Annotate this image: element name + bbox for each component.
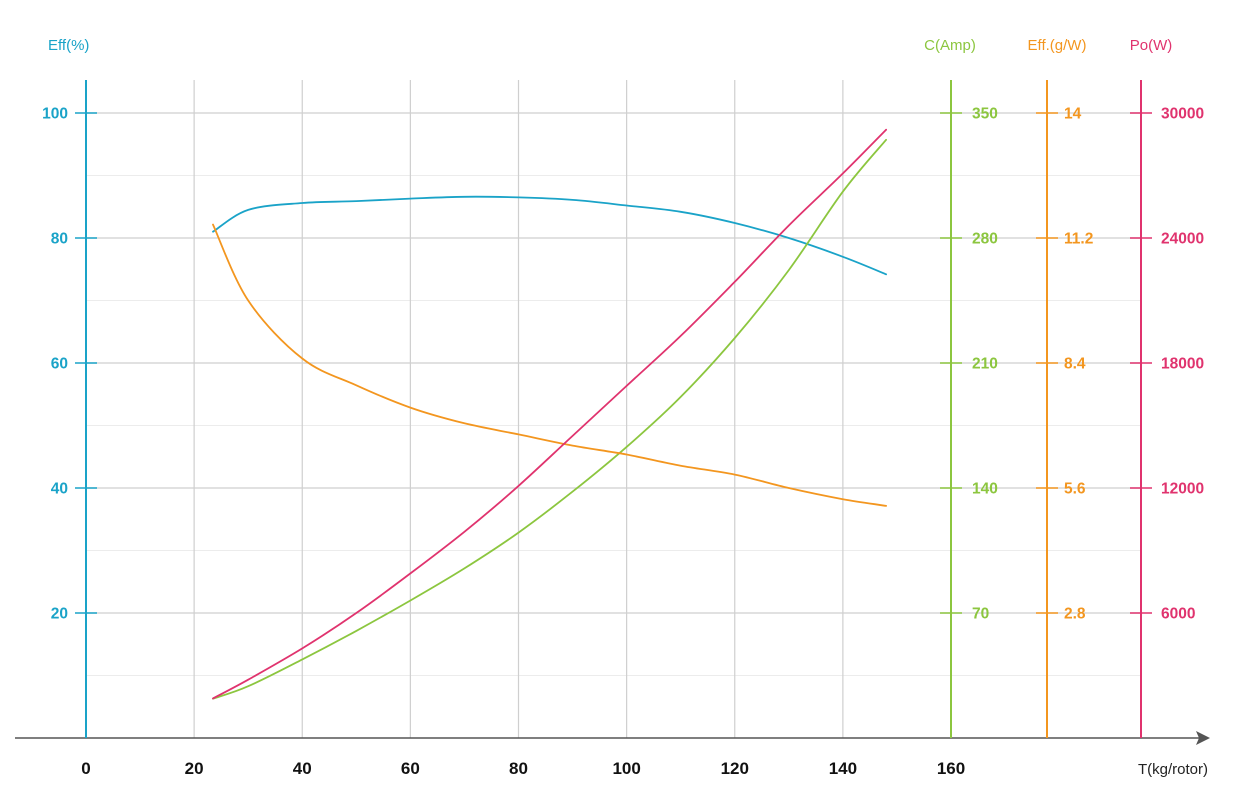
- x-tick-label: 120: [721, 759, 749, 778]
- geff-tick-label: 11.2: [1064, 231, 1093, 248]
- data-series: [212, 128, 887, 700]
- x-tick-label: 0: [81, 759, 90, 778]
- axis-titles: T(kg/rotor) Eff(%) C(Amp) Eff.(g/W) Po(W): [48, 37, 1208, 778]
- current-axis-title: C(Amp): [924, 37, 976, 54]
- eff-series-line: [212, 195, 887, 276]
- x-axis-arrow: [1196, 731, 1210, 745]
- geff-axis-title: Eff.(g/W): [1028, 37, 1087, 54]
- power-series-line: [212, 128, 887, 700]
- x-axis-title: T(kg/rotor): [1138, 761, 1208, 778]
- x-tick-label: 100: [612, 759, 640, 778]
- power-tick-label: 12000: [1161, 481, 1204, 498]
- eff-tick-label: 20: [51, 606, 68, 623]
- power-tick-label: 18000: [1161, 356, 1204, 373]
- eff-tick-label: 40: [51, 481, 68, 498]
- eff-tick-label: 80: [51, 231, 68, 248]
- x-tick-label: 20: [185, 759, 204, 778]
- eff-axis-title: Eff(%): [48, 37, 89, 54]
- x-tick-label: 60: [401, 759, 420, 778]
- geff-tick-label: 5.6: [1064, 481, 1086, 498]
- geff-tick-label: 2.8: [1064, 606, 1086, 623]
- x-tick-label: 80: [509, 759, 528, 778]
- eff-tick-label: 60: [51, 356, 68, 373]
- geff-tick-label: 14: [1064, 106, 1082, 123]
- tick-labels: 100 80 60 40 20 350 280 210 140 70 14 11.2 8.4 5.6 2.8…: [42, 106, 1204, 779]
- geff-tick-label: 8.4: [1064, 356, 1086, 373]
- current-tick-label: 210: [972, 356, 998, 373]
- power-tick-label: 30000: [1161, 106, 1204, 123]
- geff-series-line: [212, 223, 887, 507]
- power-tick-label: 6000: [1161, 606, 1195, 623]
- current-tick-label: 140: [972, 481, 998, 498]
- x-tick-label: 140: [829, 759, 857, 778]
- power-axis-title: Po(W): [1130, 37, 1173, 54]
- axes: [15, 80, 1210, 745]
- current-series-line: [212, 138, 887, 700]
- current-tick-label: 280: [972, 231, 998, 248]
- current-tick-label: 350: [972, 106, 998, 123]
- x-tick-label: 40: [293, 759, 312, 778]
- power-tick-label: 24000: [1161, 231, 1204, 248]
- eff-tick-label: 100: [42, 106, 68, 123]
- current-tick-label: 70: [972, 606, 989, 623]
- grid-lines: [87, 80, 1141, 738]
- x-tick-label: 160: [937, 759, 965, 778]
